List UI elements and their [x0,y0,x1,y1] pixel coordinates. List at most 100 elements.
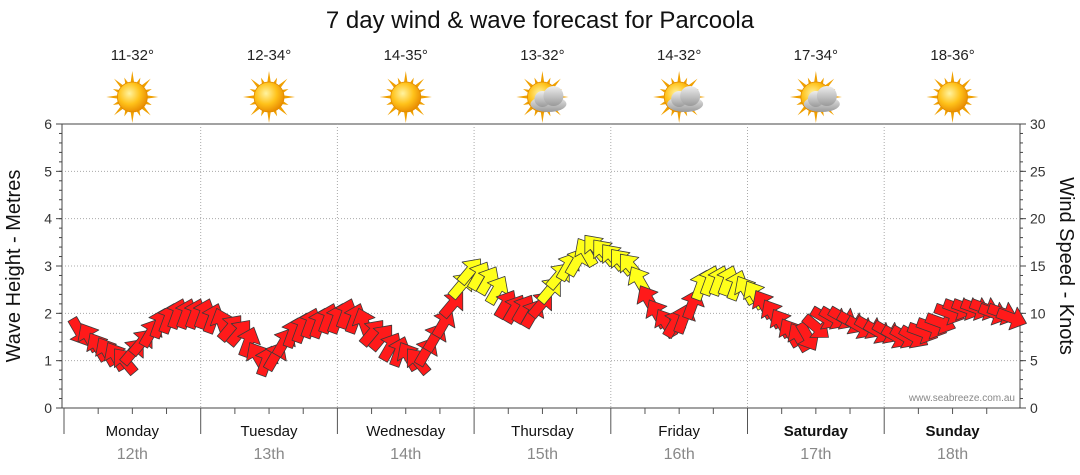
temperature-range: 12-34° [247,47,291,64]
gridlines [62,124,1020,408]
sun-ray [379,95,392,99]
sun-ray [814,110,818,123]
sun-ray [961,78,971,89]
sun-rays [243,71,295,123]
sun-icon [379,71,432,123]
day-label: Tuesday [241,423,298,440]
sun-ray [677,71,681,84]
sun-ray [130,110,135,123]
day-label: Saturday [784,423,849,440]
sun-ray [797,78,808,89]
sun-disc [253,81,285,113]
sun-ray [414,105,425,116]
day-headers: Monday 12th 11-32° Tuesday 13th 12-34° Wednesd… [106,47,981,463]
left-tick-label: 5 [44,163,52,179]
right-axis: 0 5 10 15 20 25 30 [1020,116,1046,416]
wind-arrow-shape [431,309,456,340]
sun-ray [387,78,398,89]
sun-ray [267,71,271,84]
sun-ray [540,71,545,84]
sun-ray [660,78,671,89]
right-tick-label: 20 [1030,211,1046,227]
sun-ray [797,105,808,116]
sun-ray [934,105,944,116]
sun-ray [114,78,124,89]
sun-ray [414,78,425,89]
sun-ray [524,78,534,89]
wind-arrow-shape [237,326,261,359]
wind-arrow [237,326,261,359]
sun-ray [403,71,408,84]
temperature-range: 13-32° [520,47,564,64]
right-tick-label: 0 [1030,400,1038,416]
sun-ray [926,95,939,99]
sun-disc [116,81,148,113]
cloud [530,86,567,112]
sun-ray [106,95,119,99]
temperature-range: 17-34° [794,47,838,64]
sun-ray [516,95,529,99]
sun-icon [926,71,979,123]
sun-ray [140,78,151,89]
date-label: 13th [253,446,284,463]
temperature-range: 11-32° [111,47,154,64]
left-tick-label: 3 [44,258,52,274]
sun-ray [114,105,124,116]
temperature-range: 18-36° [930,47,974,64]
cloud [667,86,704,112]
sun-ray [146,95,159,99]
sun-ray [677,110,681,123]
day-label: Thursday [511,423,574,440]
sun-disc [390,81,422,113]
partly-cloudy-icon [789,71,842,123]
sun-icon [106,71,159,123]
sun-ray [950,110,955,123]
wind-arrow [995,306,1027,331]
sun-ray [250,105,261,116]
credit: www.seabreeze.com.au [908,393,1015,404]
sun-ray [934,78,944,89]
sun-ray [387,105,398,116]
left-tick-label: 0 [44,400,52,416]
date-label: 14th [390,446,421,463]
wind-arrows [67,234,1027,378]
right-tick-label: 15 [1030,258,1046,274]
day-label: Friday [658,423,700,440]
day-label: Wednesday [366,423,445,440]
right-tick-label: 30 [1030,116,1046,132]
sun-ray [419,95,432,99]
sun-ray [277,105,288,116]
chart-title: 7 day wind & wave forecast for Parcoola [326,7,755,34]
sun-ray [524,105,534,116]
left-tick-label: 6 [44,116,52,132]
left-tick-label: 4 [44,211,52,227]
left-tick-label: 1 [44,353,52,369]
date-label: 16th [664,446,695,463]
sun-ray [966,95,979,99]
sun-ray [243,95,256,99]
sun-ray [267,110,271,123]
sun-ray [277,78,288,89]
left-tick-label: 2 [44,305,52,321]
sun-ray [789,95,802,99]
date-label: 18th [937,446,968,463]
cloud-part [543,86,564,106]
minor-ticks [59,123,1023,434]
sun-ray [250,78,261,89]
day-label: Monday [106,423,160,440]
cloud-part [816,86,837,106]
right-tick-label: 25 [1030,163,1046,179]
sun-ray [961,105,971,116]
sun-ray [660,105,671,116]
sun-ray [950,71,955,84]
sun-ray [540,110,545,123]
plot-area-border [61,123,1021,409]
wind-arrow [431,309,456,340]
sun-ray [653,95,666,99]
partly-cloudy-icon [653,71,706,123]
date-label: 12th [117,446,148,463]
sun-ray [140,105,151,116]
sun-ray [130,71,135,84]
wind-arrow-shape [995,306,1027,331]
